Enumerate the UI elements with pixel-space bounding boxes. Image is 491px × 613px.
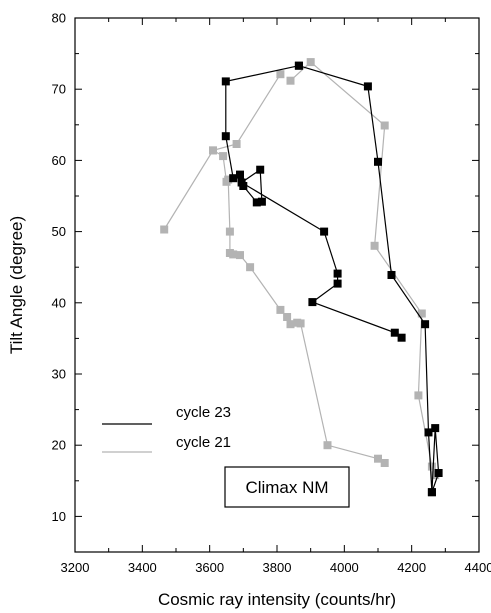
series-line: [163, 73, 281, 230]
data-point: [236, 170, 244, 179]
x-tick-label: 3200: [61, 560, 90, 575]
data-point: [219, 152, 228, 161]
data-point: [294, 61, 303, 70]
data-point: [286, 320, 295, 329]
data-point: [237, 178, 246, 187]
data-point: [209, 146, 217, 155]
axis-tick-labels: 3200 3400 3600 3800 4000 4200 4400 10 20 30 40 50 60…: [52, 11, 491, 576]
data-point: [296, 319, 305, 328]
annotation-box: Climax NM: [224, 466, 350, 508]
series-line: [225, 65, 402, 339]
data-point: [246, 263, 255, 272]
data-point: [257, 197, 266, 206]
data-point: [323, 441, 332, 450]
series-layer: [160, 58, 443, 497]
y-tick-label: 80: [52, 11, 66, 26]
axis-ticks: [74, 17, 480, 553]
data-point: [414, 391, 423, 400]
series-0: [221, 61, 406, 342]
data-point: [283, 313, 292, 321]
y-tick-label: 20: [52, 438, 66, 453]
series-line: [298, 65, 440, 493]
data-point: [380, 459, 389, 467]
data-point: [424, 428, 433, 437]
data-point: [221, 132, 230, 141]
data-point: [387, 271, 396, 279]
x-tick-label: 4400: [465, 560, 491, 575]
legend-label-cycle-23: cycle 23: [176, 404, 231, 421]
data-point: [427, 462, 436, 471]
x-tick-label: 3600: [195, 560, 224, 575]
y-tick-label: 40: [52, 295, 66, 310]
series-1: [209, 146, 389, 467]
plot-area: [74, 17, 480, 553]
data-point: [160, 225, 169, 234]
x-tick-label: 3800: [263, 560, 292, 575]
annotation-text: Climax NM: [245, 478, 328, 497]
data-point: [390, 328, 399, 337]
series-2: [294, 61, 443, 497]
data-point: [427, 488, 436, 497]
data-point: [308, 298, 317, 307]
y-tick-label: 60: [52, 153, 66, 168]
data-point: [221, 77, 230, 86]
data-point: [286, 76, 295, 85]
data-point: [417, 309, 426, 318]
x-axis-title: Cosmic ray intensity (counts/hr): [158, 590, 396, 609]
data-point: [232, 140, 241, 148]
data-point: [229, 250, 238, 259]
data-point: [380, 121, 389, 130]
y-axis-title: Tilt Angle (degree): [7, 216, 26, 354]
x-tick-label: 4200: [397, 560, 426, 575]
data-point: [431, 424, 440, 433]
data-point: [333, 269, 342, 278]
data-point: [236, 251, 244, 260]
data-point: [224, 175, 233, 184]
data-point: [370, 241, 379, 250]
data-point: [320, 227, 329, 236]
data-point: [397, 333, 406, 342]
data-point: [256, 165, 265, 174]
legend: cycle 23 cycle 21: [102, 404, 231, 453]
data-point: [276, 70, 285, 79]
data-point: [421, 320, 430, 329]
data-point: [306, 58, 315, 67]
data-point: [374, 157, 382, 166]
data-point: [374, 454, 382, 463]
data-point: [225, 227, 234, 236]
data-point: [229, 174, 238, 183]
data-point: [363, 82, 372, 91]
data-point: [434, 469, 443, 477]
y-tick-label: 70: [52, 82, 66, 97]
data-point: [252, 198, 261, 207]
data-point: [333, 279, 342, 288]
x-tick-label: 4000: [330, 560, 359, 575]
y-tick-label: 10: [52, 509, 66, 524]
data-point: [276, 305, 285, 314]
x-tick-label: 3400: [128, 560, 157, 575]
legend-label-cycle-21: cycle 21: [176, 434, 231, 451]
y-tick-label: 30: [52, 367, 66, 382]
y-tick-label: 50: [52, 224, 66, 239]
